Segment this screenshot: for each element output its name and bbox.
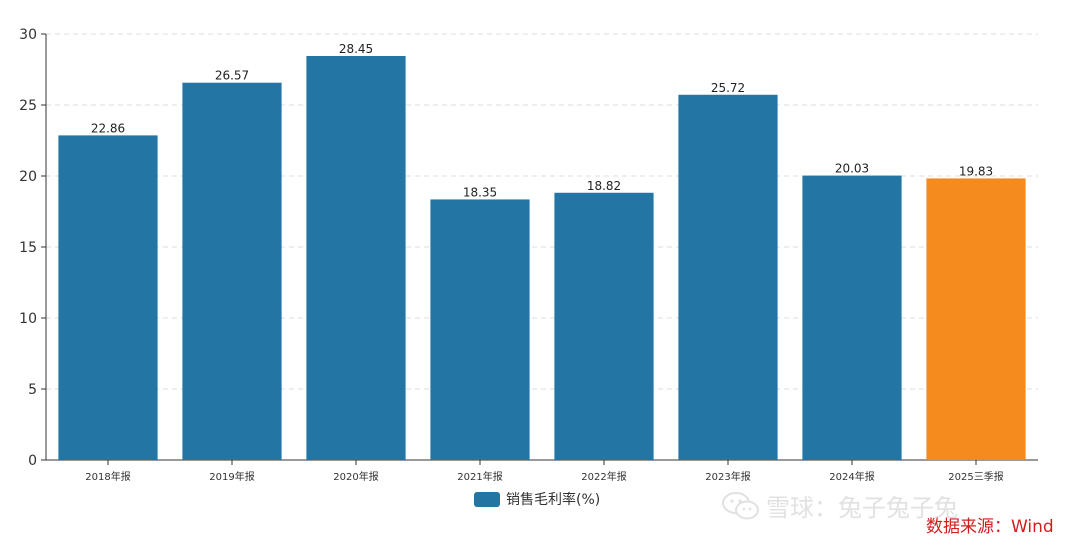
- bar: [554, 192, 654, 461]
- data-label: 26.57: [215, 69, 249, 83]
- legend-label: 销售毛利率(%): [506, 492, 601, 508]
- y-tick-label: 25: [19, 98, 37, 114]
- x-tick-label: 2018年报: [85, 470, 130, 483]
- legend-swatch: [474, 491, 500, 507]
- data-label: 25.72: [711, 81, 745, 95]
- watermark: 雪球：兔子兔子兔: [722, 488, 958, 523]
- bar: [306, 56, 406, 460]
- data-label: 18.82: [587, 179, 621, 193]
- data-label: 19.83: [959, 164, 993, 178]
- legend[interactable]: 销售毛利率(%): [474, 489, 600, 509]
- y-tick-label: 15: [19, 240, 37, 256]
- bar: [58, 135, 158, 460]
- bar: [678, 94, 778, 460]
- x-tick-label: 2022年报: [581, 470, 626, 483]
- x-tick-label: 2020年报: [333, 470, 378, 483]
- x-tick-label: 2019年报: [209, 470, 254, 483]
- bar: [430, 199, 530, 460]
- wechat-icon: [722, 491, 759, 519]
- source-note: 数据来源：Wind: [926, 517, 1054, 537]
- data-label: 28.45: [339, 42, 373, 56]
- x-tick-label: 2023年报: [705, 470, 750, 483]
- bar: [182, 82, 282, 461]
- data-label: 18.35: [463, 185, 497, 199]
- x-tick-label: 2025三季报: [948, 470, 1003, 483]
- bar: [926, 178, 1026, 460]
- data-label: 22.86: [91, 121, 125, 135]
- x-tick-label: 2021年报: [457, 470, 502, 483]
- x-tick-label: 2024年报: [829, 470, 874, 483]
- y-tick-label: 5: [28, 382, 37, 398]
- y-tick-label: 30: [19, 27, 37, 43]
- bar: [802, 175, 902, 460]
- watermark-text: 雪球：兔子兔子兔: [766, 494, 958, 522]
- y-tick-label: 20: [19, 169, 37, 185]
- data-label: 20.03: [835, 162, 869, 176]
- y-tick-label: 0: [28, 453, 37, 469]
- y-tick-label: 10: [19, 311, 37, 327]
